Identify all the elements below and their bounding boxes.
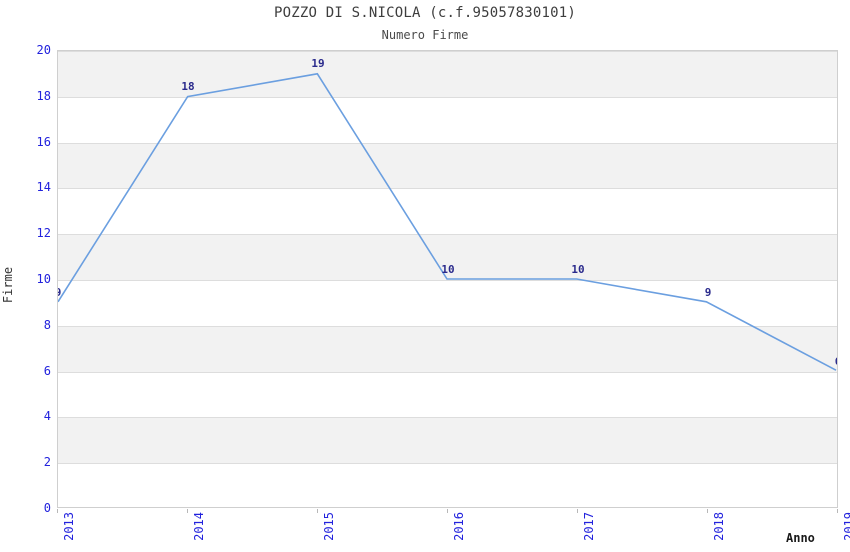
gridline (58, 463, 837, 464)
data-point-label: 10 (441, 263, 455, 276)
y-axis-tick-label: 4 (43, 409, 51, 424)
y-axis-tick-label: 10 (36, 272, 51, 286)
y-axis-tick-label: 14 (36, 180, 51, 195)
line-series (58, 72, 837, 371)
data-point-label: 18 (181, 79, 195, 93)
gridline (58, 188, 837, 189)
gridline (58, 372, 837, 373)
data-point-label: 19 (311, 56, 325, 70)
band-stripe (58, 325, 837, 372)
gridline (58, 234, 837, 235)
data-point-label: 10 (571, 263, 585, 276)
y-axis-tick-label: 6 (43, 363, 51, 378)
data-point-label: 9 (704, 285, 712, 299)
gridline (58, 417, 837, 418)
x-axis-tick-label: 2017 (582, 512, 596, 541)
band-stripe (58, 417, 837, 464)
x-axis-tick-label: 2013 (62, 512, 76, 541)
x-axis-tick-label: 2019 (842, 512, 850, 541)
y-axis-tick-label: 12 (36, 226, 51, 241)
x-axis-tick-mark (837, 509, 838, 513)
band-stripe (58, 142, 837, 189)
x-axis-tick-labels: 2013 2014 2015 2016 2017 2018 2019 (57, 512, 850, 552)
x-axis-title: Anno (786, 531, 815, 545)
gridline (58, 143, 837, 144)
band-stripe (58, 51, 837, 97)
chart-subtitle: Numero Firme (381, 28, 469, 42)
chart-title: POZZO DI S.NICOLA (c.f.95057830101) (273, 5, 576, 21)
y-axis-tick-label: 8 (43, 317, 51, 332)
x-axis-tick-mark (57, 509, 58, 513)
series-line (58, 72, 837, 371)
y-axis-tick-labels: 0 2 4 6 8 10 12 14 16 18 20 (0, 43, 51, 515)
y-axis-tick-label: 2 (43, 455, 51, 470)
band-stripe (58, 234, 837, 280)
x-axis-tick-mark (577, 509, 578, 513)
x-axis-tick-label: 2014 (192, 512, 206, 541)
x-axis-tick-label: 2016 (452, 512, 466, 541)
x-axis-tick-mark (447, 509, 448, 513)
x-axis-tick-mark (187, 509, 188, 513)
y-axis-tick-label: 0 (43, 501, 51, 515)
x-axis-tick-label: 2018 (712, 512, 726, 541)
y-axis-tick-label: 18 (36, 88, 51, 103)
x-axis-tick-label: 2015 (322, 512, 336, 541)
gridline (58, 97, 837, 98)
gridline (58, 326, 837, 327)
gridline (58, 280, 837, 281)
data-point-label: 9 (58, 286, 61, 299)
x-axis-tick-mark (707, 509, 708, 513)
x-axis-tick-mark (317, 509, 318, 513)
y-axis-tick-label: 16 (36, 134, 51, 149)
plot-area: 9 18 19 10 10 9 6 (57, 50, 838, 508)
gridline (58, 51, 837, 52)
data-point-label: 6 (835, 355, 837, 368)
y-axis-tick-label: 20 (36, 43, 51, 57)
